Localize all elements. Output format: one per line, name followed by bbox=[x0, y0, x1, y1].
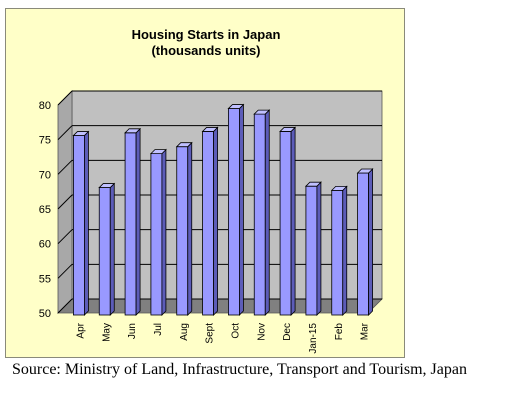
y-tick-labels: 50 55 60 65 70 75 80 bbox=[39, 100, 51, 320]
bar-side bbox=[239, 103, 244, 316]
bar-side bbox=[109, 182, 115, 316]
x-tick-labels: Apr May Jun Jul Aug Sept Oct Nov Dec Jan-15 Feb Mar bbox=[76, 322, 371, 353]
y-tick-label: 60 bbox=[39, 239, 51, 251]
bar-front bbox=[202, 131, 214, 316]
bar bbox=[330, 185, 348, 316]
x-tick-label: Feb bbox=[334, 323, 345, 341]
bar-side bbox=[316, 181, 322, 316]
gridline-side bbox=[57, 125, 73, 141]
x-tick-label: Aug bbox=[179, 323, 190, 341]
bar bbox=[304, 181, 322, 316]
gridlines bbox=[57, 90, 382, 314]
bar-side bbox=[84, 130, 89, 316]
y-tick-label: 55 bbox=[39, 273, 51, 285]
bar-front bbox=[228, 108, 240, 316]
bar-top bbox=[149, 149, 167, 155]
bar bbox=[253, 109, 271, 316]
y-tick-label: 50 bbox=[39, 308, 51, 320]
y-tick-label: 75 bbox=[39, 135, 51, 147]
bar-front bbox=[73, 135, 85, 316]
bar-top bbox=[253, 109, 271, 115]
bar-top bbox=[227, 104, 245, 109]
x-tick-label: Jan-15 bbox=[308, 323, 319, 354]
gridline-side bbox=[57, 298, 73, 314]
y-tick-label: 70 bbox=[39, 169, 51, 181]
bar-chart: 50 55 60 65 70 75 80 Apr May Jun Jul Aug Sept Oct Nov… bbox=[39, 90, 383, 354]
bar-side bbox=[342, 185, 348, 316]
bar-front bbox=[279, 131, 292, 316]
bar-side bbox=[368, 168, 373, 316]
x-tick-label: Dec bbox=[282, 323, 293, 341]
bar-top bbox=[279, 127, 297, 132]
bar bbox=[149, 148, 167, 316]
bar-top bbox=[201, 127, 219, 132]
bar bbox=[356, 168, 374, 316]
x-tick-label: Jul bbox=[153, 323, 164, 336]
source-note: Source: Ministry of Land, Infrastructure… bbox=[12, 361, 467, 378]
bar-front bbox=[357, 172, 369, 316]
x-tick-label: Jun bbox=[127, 323, 138, 339]
bar-top bbox=[304, 181, 322, 187]
bar-top bbox=[330, 185, 348, 191]
chart-title: Housing Starts in Japan bbox=[131, 27, 281, 42]
x-tick-label: Nov bbox=[256, 323, 267, 341]
bar-side bbox=[135, 127, 141, 316]
bar bbox=[175, 141, 193, 316]
bar-side bbox=[290, 126, 296, 316]
gridline-side bbox=[57, 90, 73, 106]
x-tick-label: Apr bbox=[76, 322, 87, 338]
bars bbox=[72, 103, 374, 316]
bar-front bbox=[305, 185, 318, 316]
chart-title-block: Housing Starts in Japan (thousands units… bbox=[6, 27, 406, 59]
bar-side bbox=[264, 109, 270, 316]
x-tick-label: May bbox=[101, 323, 112, 342]
bar-front bbox=[176, 146, 189, 316]
bar-side bbox=[161, 148, 167, 316]
x-tick-label: Mar bbox=[360, 322, 371, 340]
chart-panel: Housing Starts in Japan (thousands units… bbox=[5, 8, 405, 358]
gridline-side bbox=[57, 194, 73, 210]
bar-front bbox=[150, 153, 163, 316]
bar bbox=[72, 130, 90, 316]
bar-top bbox=[72, 131, 90, 136]
gridline-side bbox=[57, 229, 73, 245]
gridline-side bbox=[57, 263, 73, 279]
chart-subtitle: (thousands units) bbox=[151, 43, 261, 58]
y-tick-label: 80 bbox=[39, 100, 51, 112]
bar-top bbox=[175, 142, 193, 148]
x-tick-label: Sept bbox=[205, 323, 216, 344]
bar bbox=[227, 103, 245, 316]
bar-top bbox=[124, 128, 142, 134]
bar bbox=[98, 182, 116, 316]
y-tick-label: 65 bbox=[39, 204, 51, 216]
x-tick-label: Oct bbox=[231, 323, 242, 339]
bar-side bbox=[213, 126, 218, 316]
bar-top bbox=[98, 183, 116, 188]
bar-front bbox=[98, 187, 111, 316]
bar-side bbox=[187, 141, 193, 316]
bar bbox=[201, 126, 219, 316]
bar bbox=[124, 127, 142, 316]
bar-front bbox=[124, 132, 137, 316]
gridline-side bbox=[57, 159, 73, 175]
bar bbox=[279, 126, 297, 316]
bar-front bbox=[253, 113, 266, 316]
bar-top bbox=[356, 168, 374, 174]
bar-front bbox=[331, 189, 344, 316]
